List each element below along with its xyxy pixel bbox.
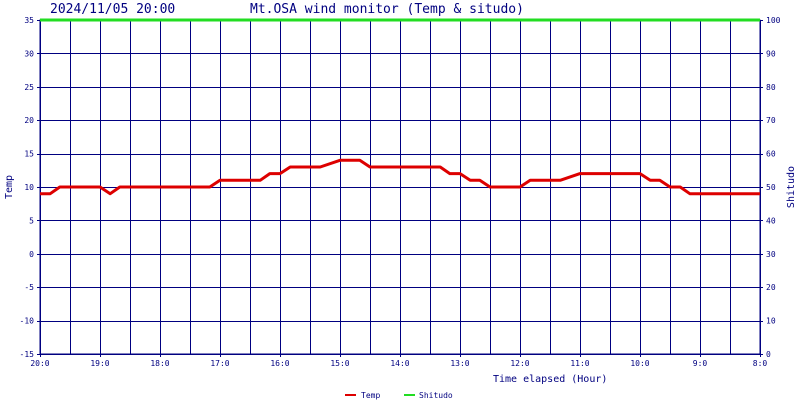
y-left-tick-label: -15 bbox=[20, 350, 35, 359]
chart-title: Mt.OSA wind monitor (Temp & situdo) bbox=[250, 2, 524, 17]
series-lines bbox=[40, 18, 760, 196]
y-left-tick-label: 35 bbox=[24, 16, 34, 25]
y-axis-right-title: Shitudo bbox=[786, 166, 797, 208]
y-axis-right-ticks: 0 10 20 30 40 50 60 70 80 90 100 bbox=[760, 16, 781, 359]
x-axis-ticks: 20:0 19:0 18:0 17:0 16:0 15:0 14:0 13:0 12:0 11:0… bbox=[30, 354, 767, 368]
y-right-tick-label: 0 bbox=[766, 350, 771, 359]
y-left-tick-label: 5 bbox=[29, 216, 34, 225]
y-right-tick-label: 70 bbox=[766, 116, 776, 125]
y-right-tick-label: 60 bbox=[766, 150, 776, 159]
y-right-tick-label: 20 bbox=[766, 283, 776, 292]
y-left-tick-label: -10 bbox=[20, 317, 35, 326]
y-left-tick-label: 20 bbox=[24, 116, 34, 125]
y-left-tick-label: 10 bbox=[24, 183, 34, 192]
x-tick-label: 18:0 bbox=[150, 359, 169, 368]
x-axis-title: Time elapsed (Hour) bbox=[493, 374, 607, 385]
x-tick-label: 15:0 bbox=[330, 359, 349, 368]
x-tick-label: 9:0 bbox=[693, 359, 708, 368]
x-tick-label: 8:0 bbox=[753, 359, 768, 368]
x-tick-label: 13:0 bbox=[450, 359, 469, 368]
y-right-tick-label: 50 bbox=[766, 183, 776, 192]
x-tick-label: 12:0 bbox=[510, 359, 529, 368]
y-right-tick-label: 80 bbox=[766, 83, 776, 92]
x-tick-label: 20:0 bbox=[30, 359, 49, 368]
x-tick-label: 10:0 bbox=[630, 359, 649, 368]
plot-area bbox=[39, 18, 761, 355]
timestamp: 2024/11/05 20:00 bbox=[50, 2, 175, 17]
y-left-tick-label: 0 bbox=[29, 250, 34, 259]
y-left-tick-label: 15 bbox=[24, 150, 34, 159]
y-right-tick-label: 30 bbox=[766, 250, 776, 259]
x-tick-label: 17:0 bbox=[210, 359, 229, 368]
y-axis-left-title: Temp bbox=[4, 175, 15, 199]
legend-label-shitudo: Shitudo bbox=[419, 391, 453, 400]
x-tick-label: 19:0 bbox=[90, 359, 109, 368]
x-tick-label: 14:0 bbox=[390, 359, 409, 368]
x-tick-label: 16:0 bbox=[270, 359, 289, 368]
series-line-temp bbox=[40, 158, 760, 196]
y-left-tick-label: -5 bbox=[24, 283, 34, 292]
y-right-tick-label: 10 bbox=[766, 317, 776, 326]
y-left-tick-label: 25 bbox=[24, 83, 34, 92]
y-right-tick-label: 40 bbox=[766, 216, 776, 225]
legend: Temp Shitudo bbox=[345, 391, 453, 400]
y-right-tick-label: 100 bbox=[766, 16, 781, 25]
legend-label-temp: Temp bbox=[361, 391, 380, 400]
y-axis-left-ticks: -15 -10 -5 0 5 10 15 20 25 30 35 bbox=[20, 16, 40, 359]
y-right-tick-label: 90 bbox=[766, 49, 776, 58]
x-tick-label: 11:0 bbox=[570, 359, 589, 368]
y-left-tick-label: 30 bbox=[24, 49, 34, 58]
